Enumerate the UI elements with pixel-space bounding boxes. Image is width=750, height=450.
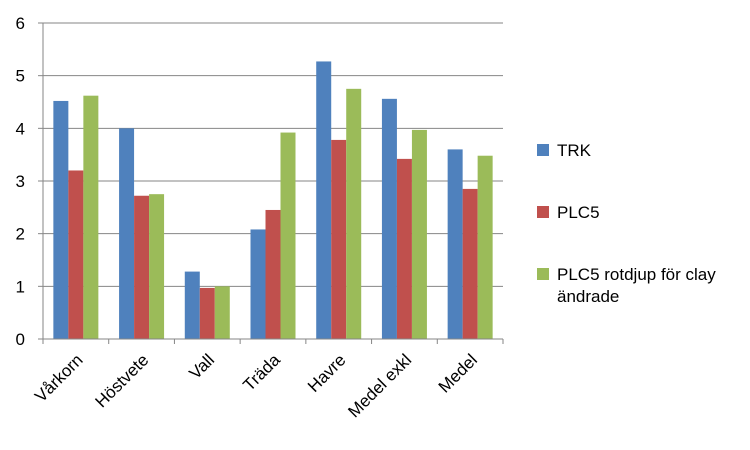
y-tick-label: 4 [16,119,25,138]
bar-plc5-5 [411,129,427,339]
y-tick-label: 2 [16,225,25,244]
x-category-label: Medel exkl [344,350,415,421]
bar-plc5-5 [396,158,412,339]
y-tick-label: 5 [16,67,25,86]
legend-swatch [537,206,549,218]
bar-plc5-3 [280,132,296,339]
legend-label: PLC5 [557,203,600,222]
bar-plc5-0 [68,170,84,339]
bar-trk-1 [119,128,135,339]
x-category-label: Havre [304,350,350,396]
y-tick-labels: 0 1 2 3 4 5 6 [16,14,25,349]
y-tick-label: 1 [16,277,25,296]
bar-trk-5 [381,98,397,339]
axes [38,22,504,344]
bar-plc5-3 [265,209,281,339]
y-tick-label: 6 [16,14,25,33]
bar-plc5-1 [134,195,150,339]
x-category-label: Höstvete [92,350,153,411]
bar-trk-4 [316,61,332,340]
bar-plc5-6 [462,188,478,339]
y-tick-label: 3 [16,172,25,191]
legend-swatch [537,268,549,280]
y-tick-label: 0 [16,330,25,349]
legend: TRK PLC5 PLC5 rotdjup för clay ändrade [537,141,716,306]
legend-swatch [537,144,549,156]
bar-plc5-4 [331,139,347,339]
bar-plc5-4 [346,88,362,339]
legend-label: PLC5 rotdjup för clay ändrade [557,265,716,306]
bar-trk-6 [447,149,463,339]
legend-label: TRK [557,141,592,160]
bar-trk-2 [184,271,200,339]
x-category-label: Medel [435,350,481,396]
bar-plc5-6 [477,155,493,339]
bar-plc5-0 [83,95,99,340]
bar-trk-0 [53,100,69,340]
bar-plc5-2 [214,286,230,339]
x-category-label: Vårkorn [31,350,87,406]
x-category-label: Vall [186,350,219,383]
bar-trk-3 [250,229,266,339]
bar-plc5-2 [199,287,215,339]
bar-plc5-1 [149,194,165,339]
x-category-label: Träda [239,350,284,395]
bars [53,61,493,340]
